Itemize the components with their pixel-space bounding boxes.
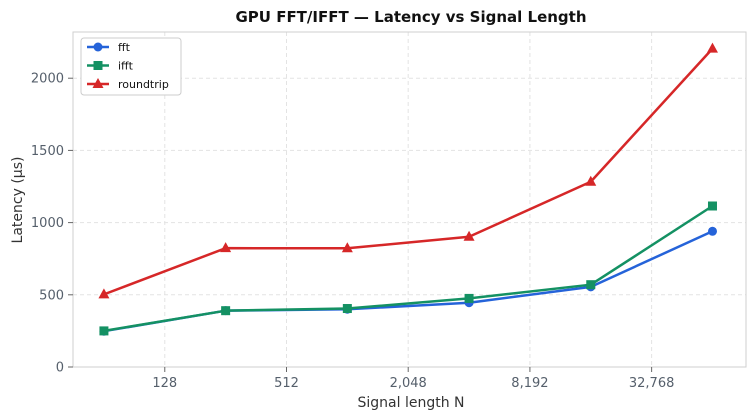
series-roundtrip	[98, 42, 718, 299]
data-point-roundtrip	[585, 175, 597, 186]
x-tick-label: 2,048	[390, 376, 427, 391]
data-point-ifft	[586, 280, 596, 290]
legend-entry-fft: fft	[87, 41, 131, 54]
y-axis-ticks: 0 500 1000 1500 2000	[31, 72, 73, 376]
data-point-roundtrip	[706, 42, 718, 53]
legend-entry-ifft: ifft	[87, 60, 134, 73]
x-tick-label: 8,192	[511, 376, 548, 391]
series-line-ifft	[103, 204, 714, 333]
chart-title: GPU FFT/IFFT — Latency vs Signal Length	[235, 8, 586, 26]
y-tick-label: 1500	[31, 144, 64, 159]
data-point-ifft	[342, 304, 352, 314]
legend-label: fft	[118, 41, 131, 54]
series-layer	[98, 42, 718, 336]
y-tick-label: 500	[39, 288, 64, 303]
series-line-roundtrip	[103, 47, 714, 296]
x-tick-label: 32,768	[629, 376, 675, 391]
data-point-fft	[707, 226, 717, 236]
y-tick-label: 0	[56, 361, 64, 376]
legend-box	[80, 37, 182, 96]
data-point-roundtrip	[220, 242, 232, 253]
data-point-roundtrip	[98, 288, 110, 299]
data-point-roundtrip	[463, 230, 475, 241]
data-point-ifft	[707, 201, 717, 211]
x-tick-label: 128	[152, 376, 177, 391]
legend-label: ifft	[118, 60, 134, 73]
legend: fft ifft roundtrip	[80, 37, 182, 96]
series-ifft	[99, 201, 717, 336]
legend-swatch-marker	[93, 42, 103, 52]
y-axis-label: Latency (μs)	[10, 157, 26, 244]
x-axis-label: Signal length N	[357, 395, 464, 411]
y-tick-label: 1000	[31, 216, 64, 231]
legend-swatch-marker	[93, 61, 103, 70]
plot-frame	[72, 31, 747, 368]
data-point-roundtrip	[341, 242, 353, 253]
x-tick-label: 512	[274, 376, 299, 391]
data-point-ifft	[221, 306, 231, 316]
legend-label: roundtrip	[118, 78, 169, 91]
legend-swatch-marker	[92, 78, 104, 88]
x-axis-ticks: 128 512 2,048 8,192 32,768	[152, 367, 674, 391]
y-tick-label: 2000	[31, 72, 64, 87]
data-point-ifft	[464, 293, 474, 303]
data-point-ifft	[99, 326, 109, 336]
legend-entry-roundtrip: roundtrip	[87, 78, 169, 91]
